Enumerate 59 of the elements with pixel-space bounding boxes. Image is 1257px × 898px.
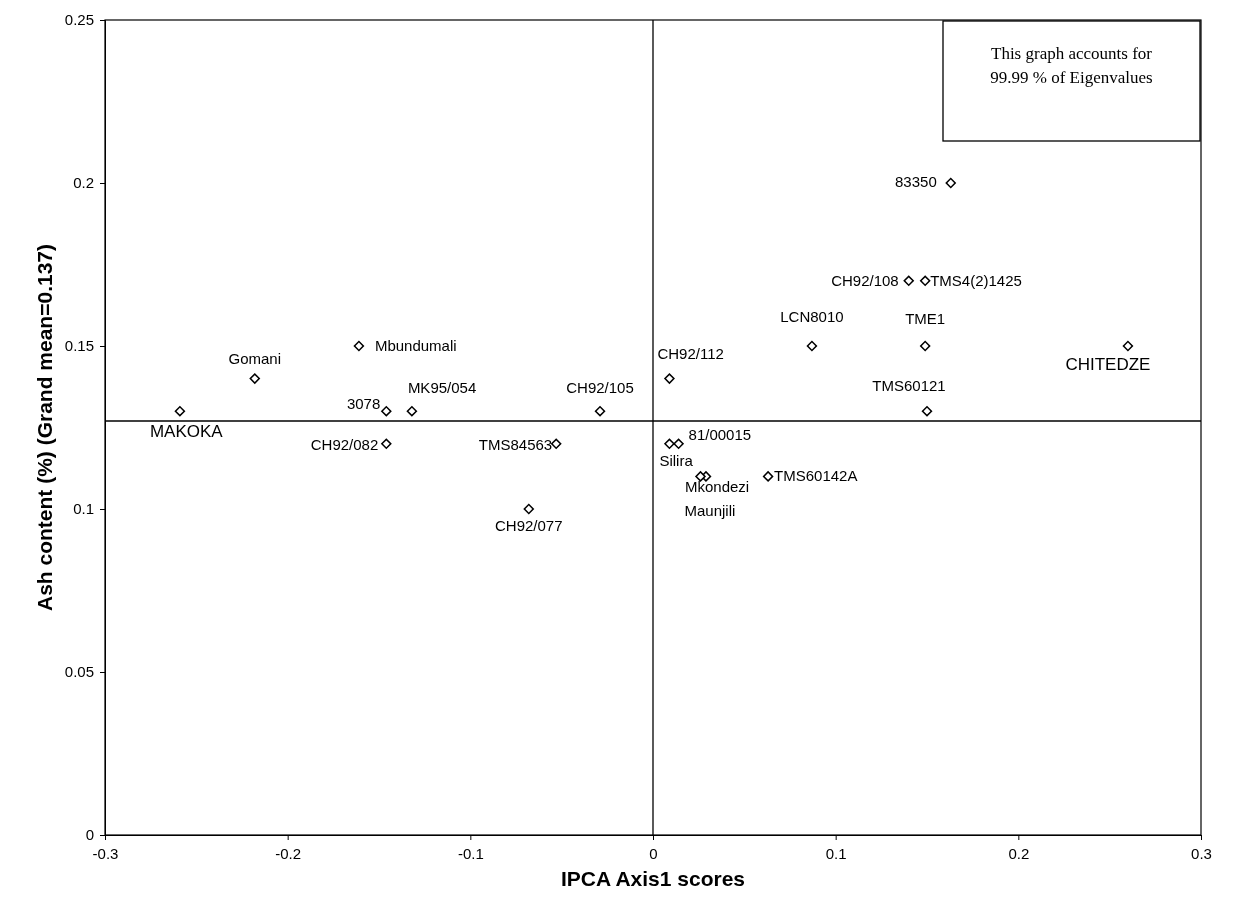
y-tick-label: 0.05 xyxy=(64,663,94,681)
series-label: TMS4(2)1425 xyxy=(930,271,1022,289)
series-label: 83350 xyxy=(895,173,937,190)
y-axis-title: Ash content (%) (Grand mean=0.137) xyxy=(33,244,56,611)
point xyxy=(174,405,186,417)
series-label: CH92/112 xyxy=(657,344,724,362)
x-axis-title: IPCA Axis1 scores xyxy=(560,867,746,890)
series-label: CH92/105 xyxy=(566,379,634,397)
series-label: Mbundumali xyxy=(374,337,457,354)
point xyxy=(406,405,418,417)
series-label: 3078 xyxy=(346,395,381,413)
point xyxy=(353,340,365,352)
point xyxy=(806,340,818,352)
point xyxy=(594,405,606,417)
point xyxy=(919,275,931,287)
point xyxy=(695,471,706,482)
point xyxy=(381,405,392,417)
series-label: Maunjili xyxy=(684,502,736,520)
y-tick-label: 0 xyxy=(85,826,94,844)
series-label: 81/00015 xyxy=(688,425,752,443)
series-label: CH92/082 xyxy=(310,435,379,453)
series-label: CH92/077 xyxy=(495,517,563,534)
series-label: MK95/054 xyxy=(407,379,477,397)
point xyxy=(381,438,392,450)
point xyxy=(945,177,956,189)
point xyxy=(249,373,261,384)
series-label: LCN8010 xyxy=(780,308,844,325)
point xyxy=(762,471,774,482)
x-tick-label: 0 xyxy=(649,844,658,862)
y-tick-label: 0.1 xyxy=(73,500,94,518)
series-label: TMS84563 xyxy=(478,435,553,453)
y-tick-label: 0.15 xyxy=(64,337,94,355)
note-box: This graph accounts for 99.99 % of Eigenvalues xyxy=(942,20,1201,142)
x-tick-label: 0.1 xyxy=(825,844,847,862)
y-tick-label: 0.25 xyxy=(64,11,94,29)
series-label: TMS60142A xyxy=(774,467,858,485)
x-tick-label: 0.2 xyxy=(1008,844,1030,862)
series-label: MAKOKA xyxy=(149,422,224,442)
series-label: Gomani xyxy=(228,349,282,367)
x-tick-label: -0.3 xyxy=(92,844,119,862)
point xyxy=(903,275,914,287)
annotation: This graph accounts for 99.99 % of Eigenvalues xyxy=(990,44,1153,87)
point xyxy=(673,438,684,450)
point xyxy=(921,405,933,417)
series-label: CH92/108 xyxy=(831,271,899,289)
point xyxy=(664,373,675,384)
series-label: CHITEDZE xyxy=(1065,355,1151,374)
point xyxy=(664,438,675,450)
series-label: TMS60121 xyxy=(872,377,946,395)
point xyxy=(523,503,535,515)
x-tick-label: -0.2 xyxy=(275,844,302,862)
x-tick-label: 0.3 xyxy=(1191,844,1212,862)
series-label: Silira xyxy=(659,451,694,469)
series-label: Mkondezi xyxy=(684,478,750,496)
y-tick-label: 0.2 xyxy=(73,174,94,192)
x-tick-label: -0.1 xyxy=(457,844,484,862)
point xyxy=(919,340,931,352)
series-label: TME1 xyxy=(905,310,946,327)
point xyxy=(1122,340,1134,352)
